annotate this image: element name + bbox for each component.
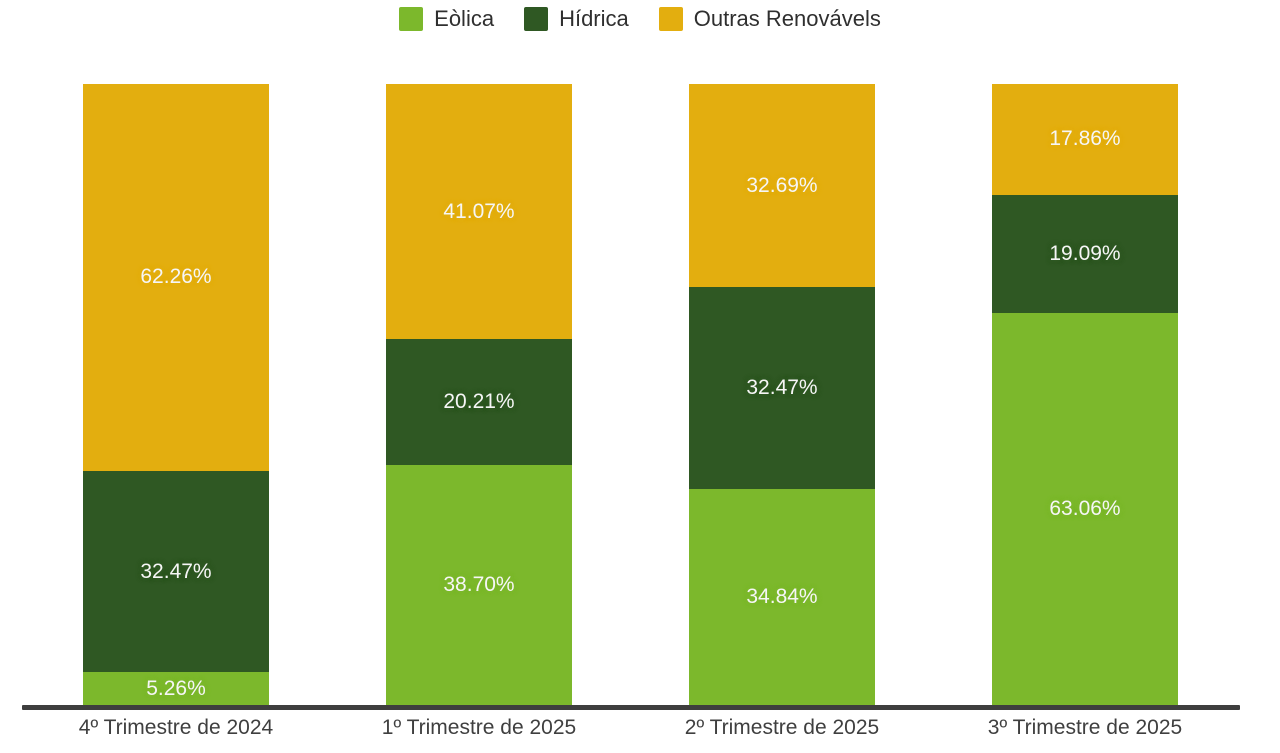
legend-item[interactable]: Hídrica: [524, 6, 629, 32]
legend-swatch-icon: [399, 7, 424, 31]
segment-value-label: 5.26%: [146, 676, 206, 700]
legend-item[interactable]: Eòlica: [399, 6, 494, 32]
legend-item-label: Hídrica: [559, 6, 629, 31]
bar-segment[interactable]: 34.84%: [689, 488, 875, 705]
bar-segment[interactable]: 17.86%: [992, 84, 1178, 195]
bar-column: 63.06% 19.09% 17.86%: [992, 84, 1178, 705]
segment-value-label: 32.47%: [746, 375, 818, 399]
bar-segment[interactable]: 5.26%: [83, 672, 269, 705]
segment-value-label: 20.21%: [443, 389, 515, 413]
x-axis-label: 2º Trimestre de 2025: [684, 716, 880, 739]
segment-value-label: 63.06%: [1049, 497, 1121, 521]
bar-column: 38.70% 20.21% 41.07%: [386, 84, 572, 705]
x-axis-label: 4º Trimestre de 2024: [78, 716, 274, 739]
segment-value-label: 34.84%: [746, 584, 818, 608]
legend-item[interactable]: Outras Renovávels: [658, 6, 881, 32]
segment-value-label: 62.26%: [140, 265, 212, 289]
legend-swatch-icon: [524, 7, 549, 31]
bar-segment[interactable]: 32.69%: [689, 84, 875, 288]
bar-segment[interactable]: 32.47%: [83, 470, 269, 673]
segment-value-label: 38.70%: [443, 572, 515, 596]
bar-segment[interactable]: 32.47%: [689, 287, 875, 489]
x-axis-line: [22, 705, 1240, 710]
bar-segment[interactable]: 19.09%: [992, 194, 1178, 314]
legend-swatch-icon: [658, 7, 683, 31]
segment-value-label: 17.86%: [1049, 127, 1121, 151]
segment-value-label: 41.07%: [443, 199, 515, 223]
bar-segment[interactable]: 20.21%: [386, 339, 572, 465]
legend-item-label: Outras Renovávels: [693, 6, 881, 31]
segment-value-label: 32.47%: [140, 559, 212, 583]
bar-segment[interactable]: 41.07%: [386, 84, 572, 340]
segment-value-label: 32.69%: [746, 173, 818, 197]
chart-legend: Eòlica Hídrica Outras Renovávels: [0, 6, 1280, 32]
bar-column: 34.84% 32.47% 32.69%: [689, 84, 875, 705]
bar-segment[interactable]: 38.70%: [386, 464, 572, 705]
plot-area: 5.26% 32.47% 62.26% 38.70% 20.21% 41.07% 34.84…: [83, 84, 1178, 705]
bar-column: 5.26% 32.47% 62.26%: [83, 84, 269, 705]
x-axis-label: 3º Trimestre de 2025: [987, 716, 1183, 739]
x-axis-label: 1º Trimestre de 2025: [381, 716, 577, 739]
legend-item-label: Eòlica: [434, 6, 495, 31]
bar-segment[interactable]: 63.06%: [992, 313, 1178, 705]
bar-segment[interactable]: 62.26%: [83, 84, 269, 471]
segment-value-label: 19.09%: [1049, 242, 1121, 266]
